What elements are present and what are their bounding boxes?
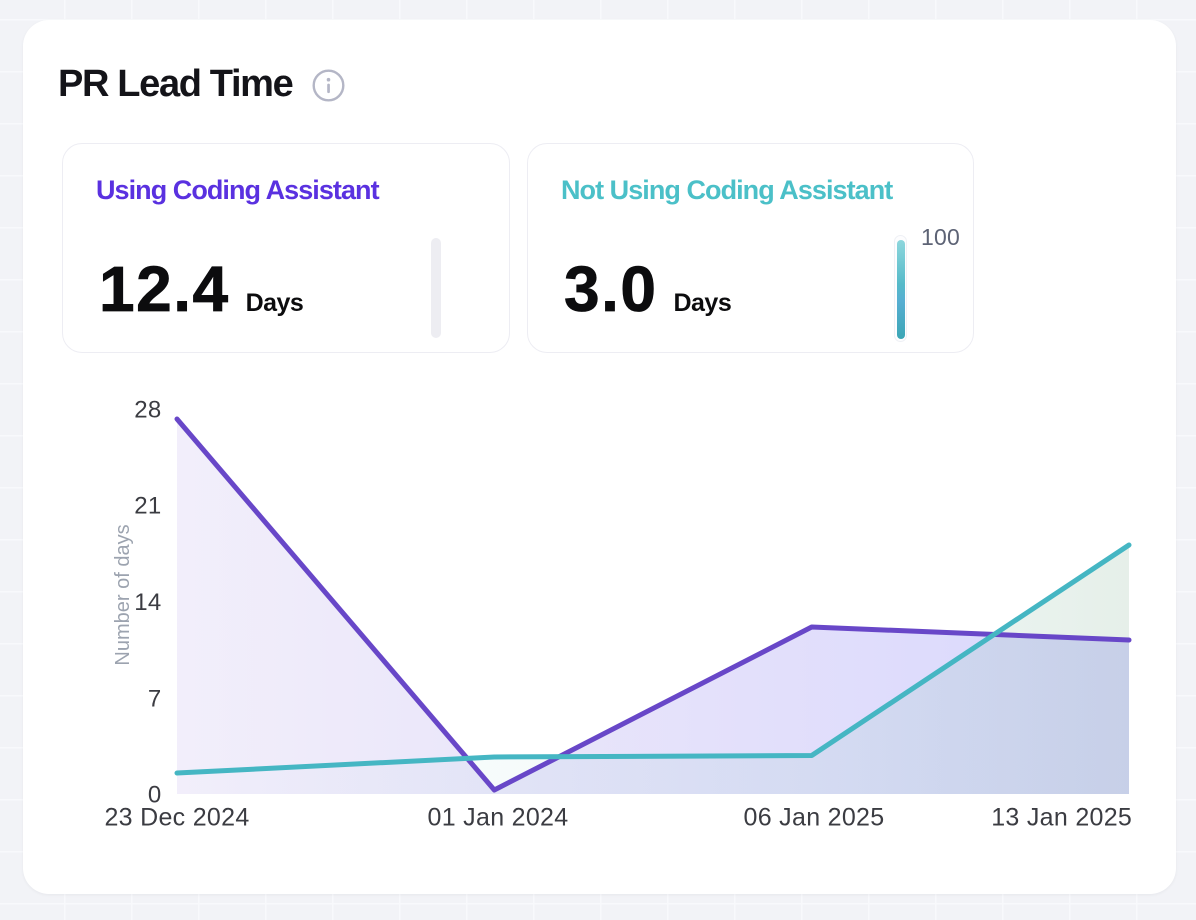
svg-text:06 Jan 2025: 06 Jan 2025 [744, 804, 885, 832]
svg-text:13 Jan 2025: 13 Jan 2025 [991, 804, 1132, 832]
svg-text:23 Dec 2024: 23 Dec 2024 [104, 804, 249, 832]
svg-text:28: 28 [134, 397, 161, 424]
svg-text:0: 0 [148, 782, 162, 809]
svg-text:01 Jan 2024: 01 Jan 2024 [428, 804, 569, 832]
svg-text:21: 21 [134, 493, 161, 520]
svg-text:14: 14 [134, 589, 161, 616]
svg-text:Number of days: Number of days [112, 524, 134, 665]
svg-text:7: 7 [148, 686, 162, 713]
